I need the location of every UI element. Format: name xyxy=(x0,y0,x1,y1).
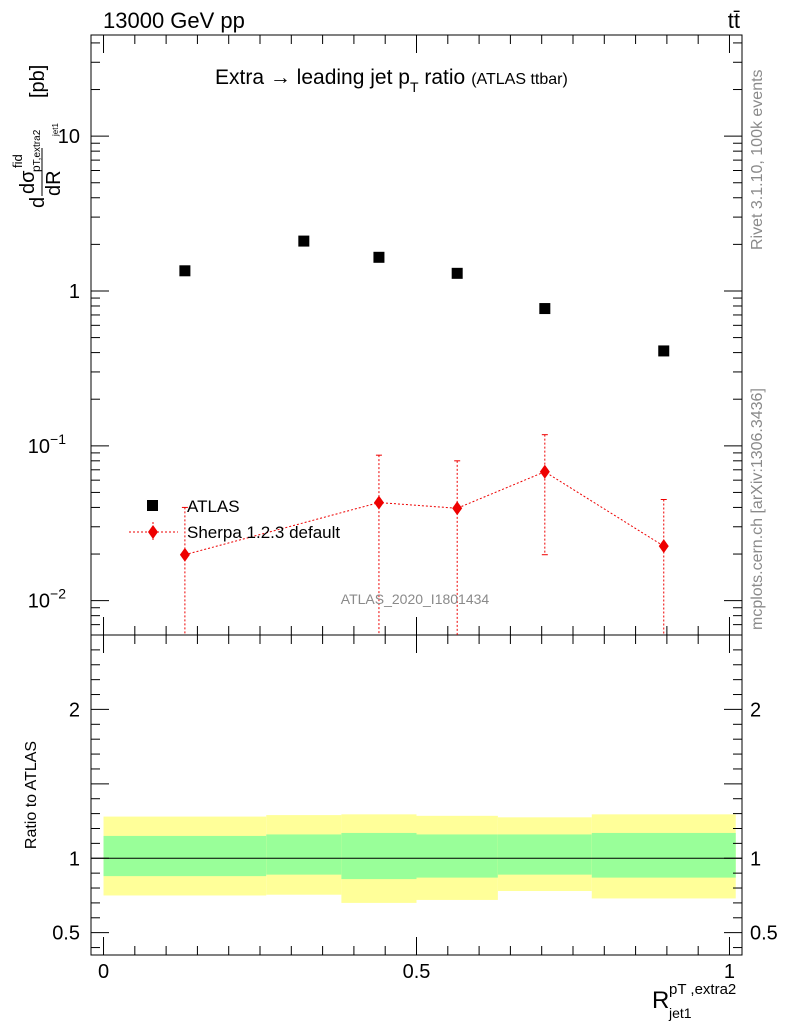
sherpa-point xyxy=(373,495,384,510)
inner-band-bin xyxy=(103,835,267,877)
lower-panel-frame xyxy=(90,634,743,956)
y-tick-label-right: 1 xyxy=(750,848,761,870)
svg-text:R: R xyxy=(652,987,669,1014)
svg-text:pT ,extra2: pT ,extra2 xyxy=(669,981,736,998)
header-process: tt̄ xyxy=(728,8,740,33)
svg-text:[pb]: [pb] xyxy=(27,65,49,98)
axis-ticks xyxy=(91,35,742,955)
inner-band-bin xyxy=(341,832,417,880)
y-tick-label: 10−2 xyxy=(28,586,66,613)
rivet-label: Rivet 3.1.10, 100k events xyxy=(749,69,766,250)
svg-text:jet1: jet1 xyxy=(668,1005,692,1021)
x-tick-label: 1 xyxy=(724,961,735,983)
upper-panel-frame xyxy=(90,34,743,636)
legend-atlas-marker xyxy=(147,500,158,511)
sherpa-point xyxy=(658,539,669,554)
y-tick-label-right: 2 xyxy=(750,699,761,721)
x-axis-label: R pT ,extra2 jet1 xyxy=(652,981,736,1021)
inner-band-bin xyxy=(591,832,736,878)
sherpa-point xyxy=(452,501,463,516)
legend-sherpa-label: Sherpa 1.2.3 default xyxy=(187,523,340,542)
y-tick-label: 10 xyxy=(58,126,80,148)
header-energy: 13000 GeV pp xyxy=(103,8,245,33)
sherpa-line xyxy=(184,471,665,556)
y-tick-label: 1 xyxy=(69,848,80,870)
y-tick-label: 1 xyxy=(69,281,80,303)
atlas-point xyxy=(298,235,310,247)
svg-text:dR: dR xyxy=(43,170,65,196)
y-tick-label: 2 xyxy=(69,699,80,721)
x-tick-labels: 0 0.5 1 xyxy=(98,961,735,983)
x-tick-label: 0 xyxy=(98,961,109,983)
lower-y-axis-label: Ratio to ATLAS xyxy=(23,741,40,849)
svg-text:pT,extra2: pT,extra2 xyxy=(29,129,43,172)
series-atlas xyxy=(179,235,670,357)
mcplots-label: mcplots.cern.ch [arXiv:1306.3436] xyxy=(749,388,766,630)
sherpa-point xyxy=(179,547,190,562)
y-tick-label: 0.5 xyxy=(52,923,80,945)
upper-y-tick-labels: 10−2 10−1 1 10 xyxy=(28,126,80,613)
sherpa-point xyxy=(539,464,550,479)
atlas-point xyxy=(373,251,385,263)
inner-band-bin xyxy=(416,834,498,878)
legend-sherpa-marker xyxy=(148,525,158,539)
atlas-point xyxy=(658,345,670,357)
svg-text:fid: fid xyxy=(10,154,25,168)
atlas-point xyxy=(179,265,191,277)
upper-y-axis-label: d dσ fid pT,extra2 dR jet1 [pb] xyxy=(10,65,65,208)
inner-band-bin xyxy=(497,834,592,875)
lower-y-tick-labels: 0.5 0.5 1 1 2 2 xyxy=(52,699,778,944)
x-tick-label: 0.5 xyxy=(403,961,431,983)
atlas-point xyxy=(539,303,551,315)
analysis-watermark: ATLAS_2020_I1801434 xyxy=(341,591,490,607)
svg-text:d: d xyxy=(27,197,49,208)
y-tick-label-right: 0.5 xyxy=(750,923,778,945)
svg-text:dσ: dσ xyxy=(17,170,39,194)
y-tick-label: 10−1 xyxy=(28,431,66,458)
plot-title: Extra → leading jet pT ratio (ATLAS ttbar… xyxy=(215,66,568,95)
series-sherpa xyxy=(179,434,669,635)
inner-band-bin xyxy=(266,834,342,875)
svg-text:jet1: jet1 xyxy=(51,123,60,137)
legend-atlas-label: ATLAS xyxy=(187,497,240,516)
atlas-point xyxy=(451,267,463,279)
